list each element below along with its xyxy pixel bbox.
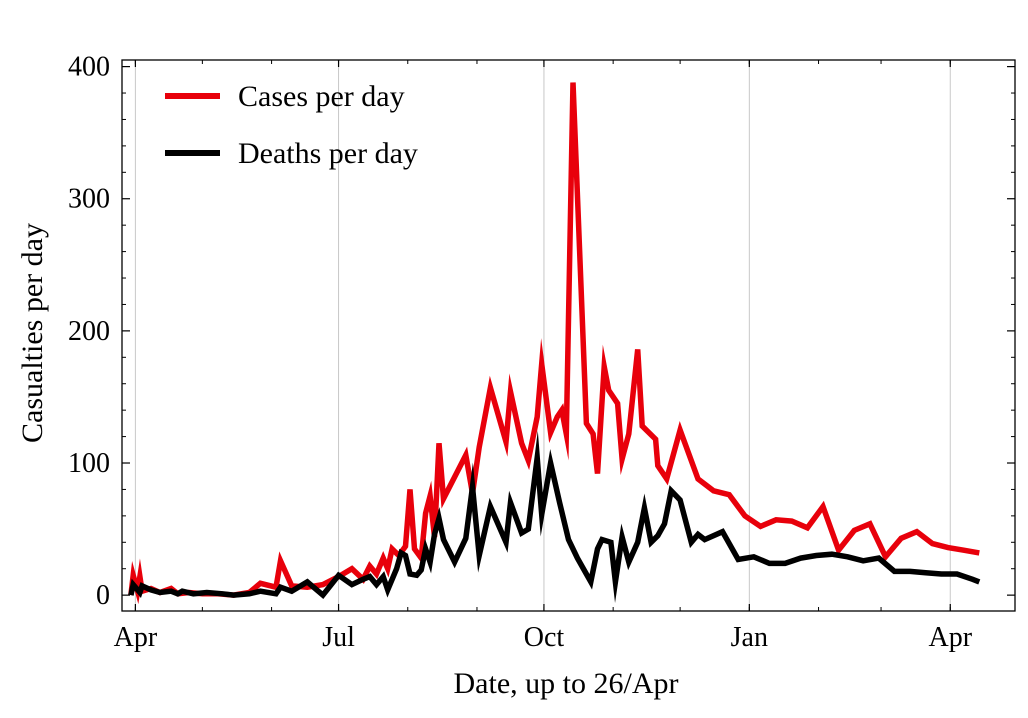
y-axis-title: Casualties per day <box>16 223 49 443</box>
x-tick-label: Apr <box>114 622 158 653</box>
legend: Cases per day Deaths per day <box>165 80 418 170</box>
series-line-deaths <box>128 430 981 604</box>
y-tick-label: 400 <box>68 52 110 83</box>
y-tick-label: 200 <box>68 316 110 347</box>
x-axis-title: Date, up to 26/Apr <box>454 667 679 700</box>
y-tick-label: 300 <box>68 184 110 215</box>
x-tick-label: Jan <box>731 622 768 653</box>
plot-frame <box>121 59 1016 612</box>
y-tick-label: 100 <box>68 448 110 479</box>
series-layer <box>128 82 981 605</box>
legend-label-deaths: Deaths per day <box>238 137 418 170</box>
x-tick-label: Apr <box>928 622 972 653</box>
x-tick-label: Jul <box>322 622 355 653</box>
legend-label-cases: Cases per day <box>238 80 405 113</box>
y-tick-label: 0 <box>96 580 110 611</box>
x-tick-label: Oct <box>524 622 565 653</box>
series-line-cases <box>128 82 980 605</box>
